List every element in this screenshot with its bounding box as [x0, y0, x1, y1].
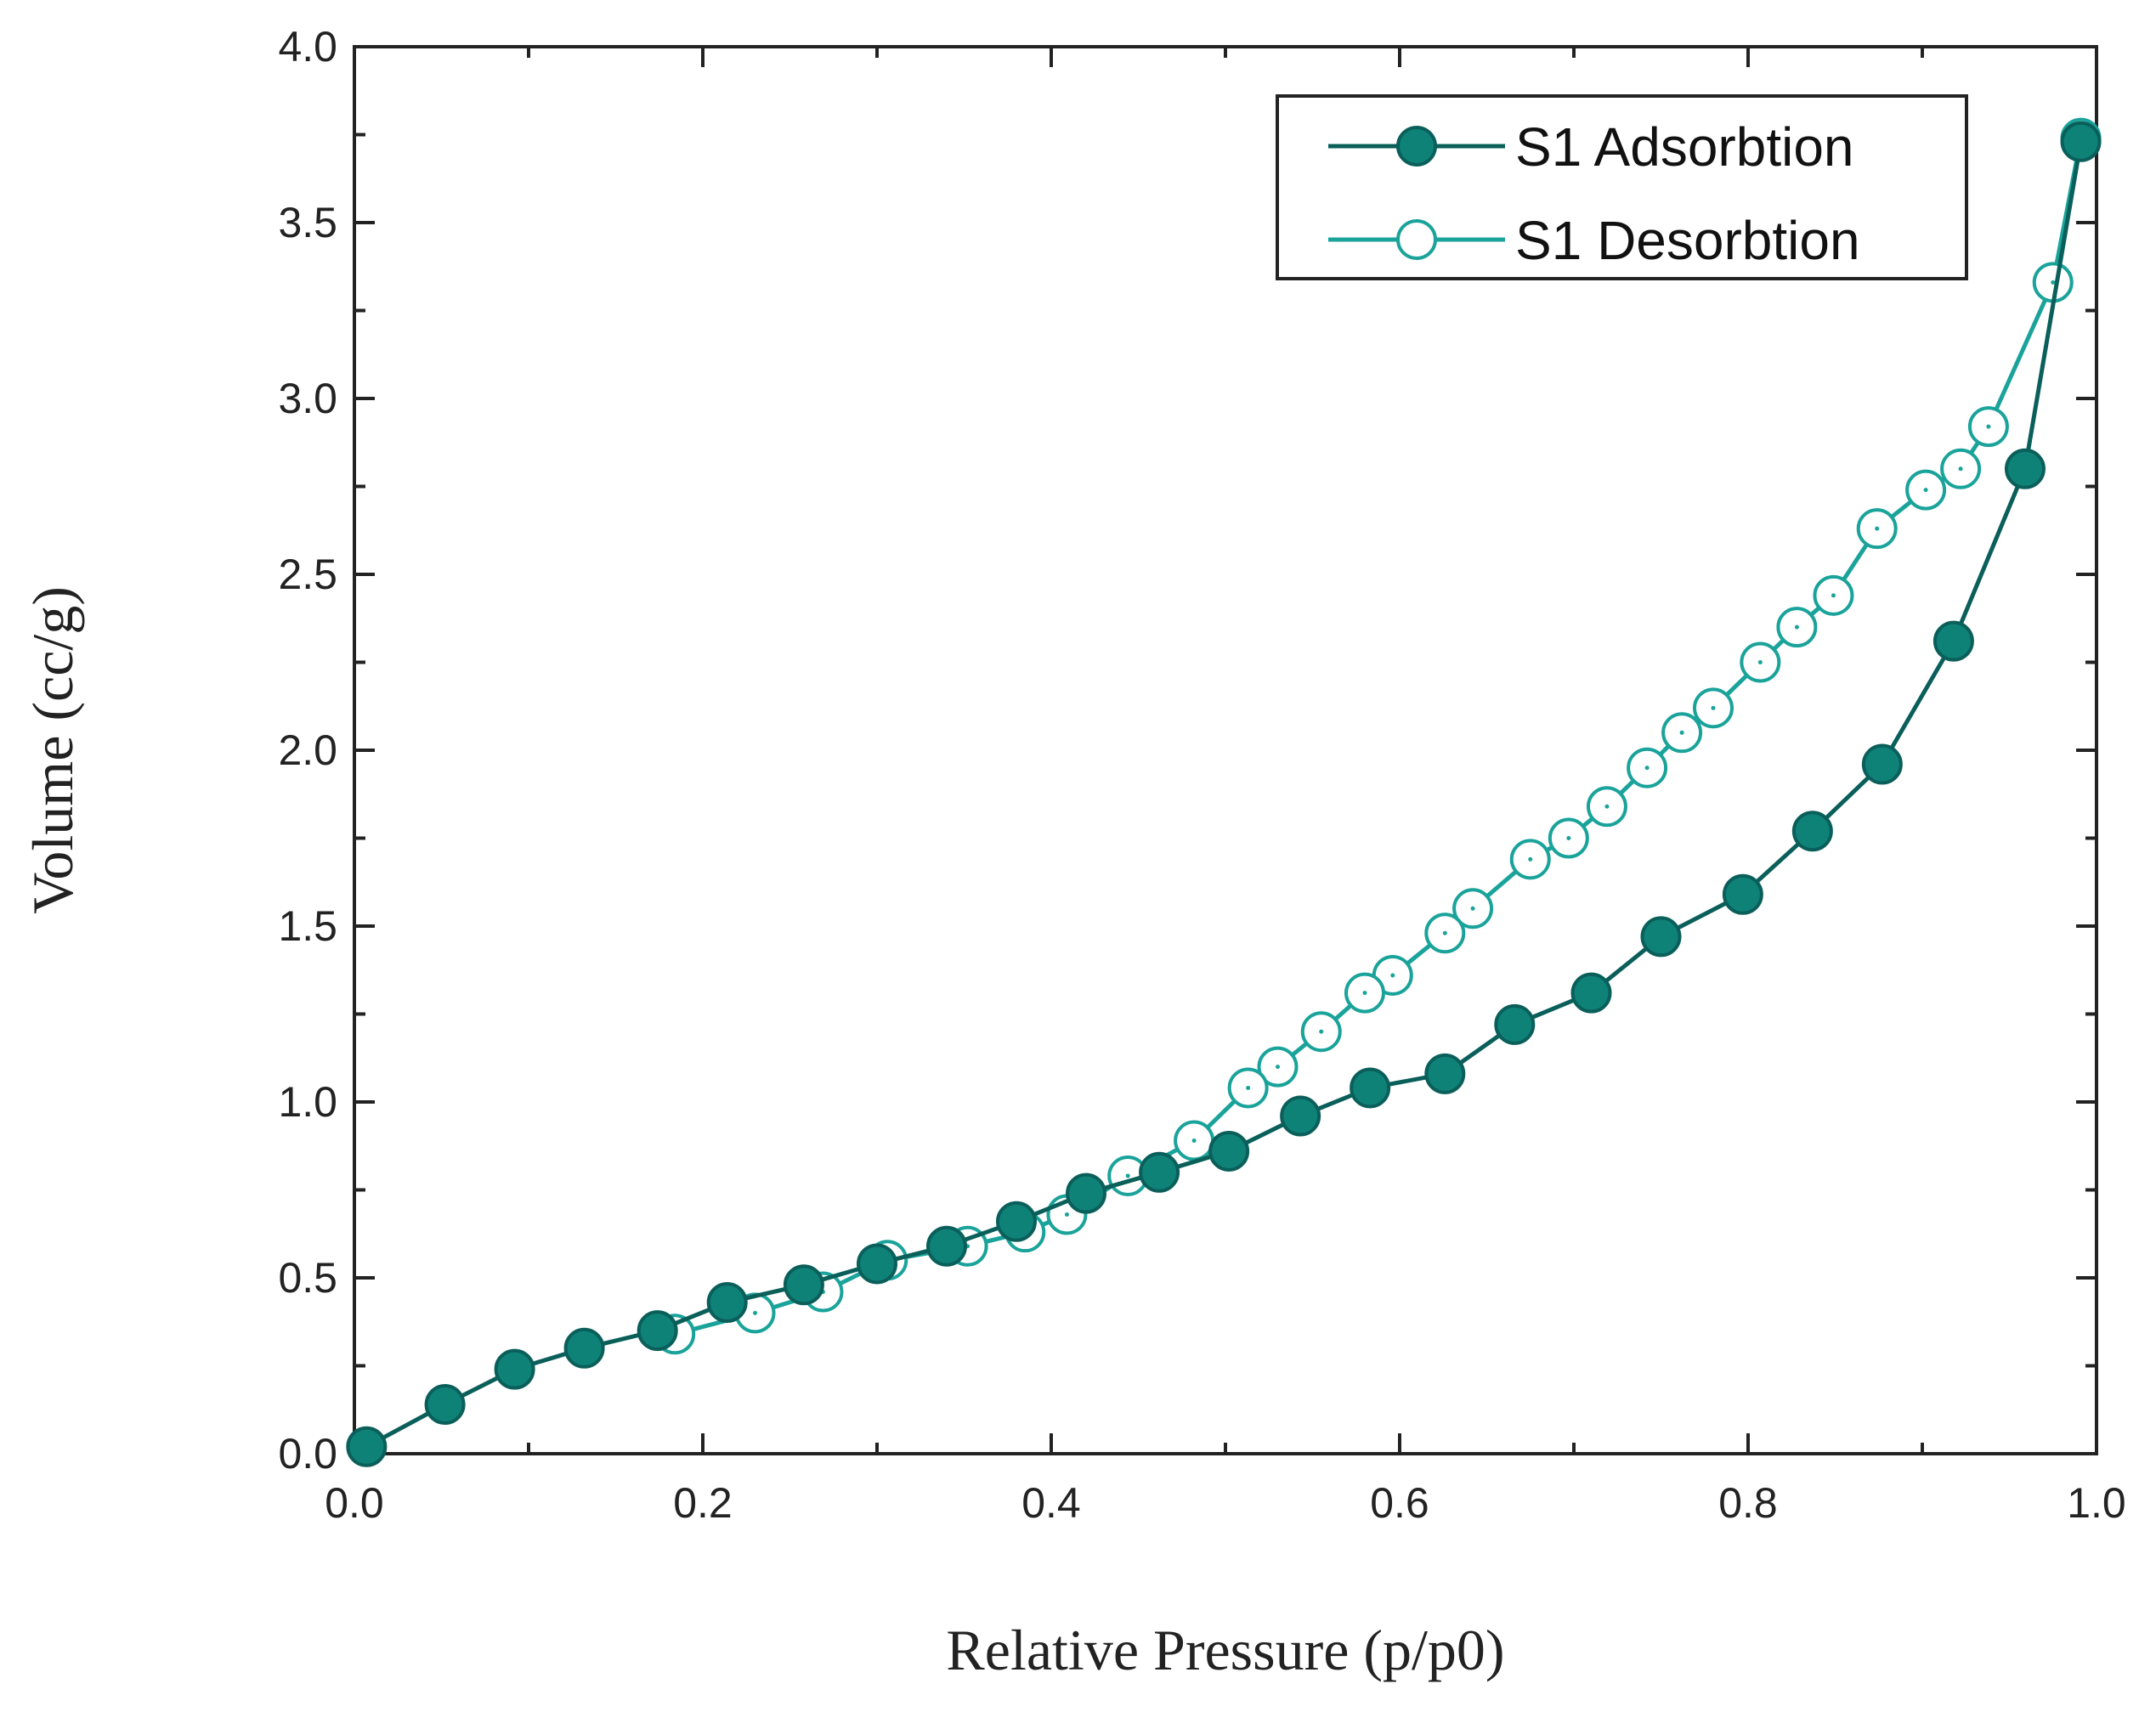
y-tick-label: 0.5: [278, 1254, 337, 1302]
x-tick-label: 1.0: [2067, 1479, 2126, 1527]
y-tick-label: 3.5: [278, 199, 337, 246]
x-tick-label: 0.4: [1021, 1479, 1081, 1527]
data-point-dot-desorption: [1528, 856, 1533, 862]
data-point-adsorption: [1424, 1053, 1466, 1094]
data-point-adsorption: [1932, 620, 1974, 662]
legend-desorption-label: S1 Desorbtion: [1515, 210, 1860, 271]
legend-box: [1276, 94, 1968, 280]
data-point-adsorption: [1494, 1003, 1536, 1045]
y-tick-label: 4.0: [278, 23, 337, 71]
x-tick-label: 0.2: [673, 1479, 733, 1527]
data-point-dot-desorption: [1679, 730, 1684, 735]
data-point-dot-desorption: [1794, 624, 1799, 630]
data-point-dot-desorption: [1757, 660, 1763, 664]
legend-adsorption-marker: [1396, 126, 1437, 167]
x-tick-label: 0.8: [1718, 1479, 1778, 1527]
y-tick-label: 3.0: [278, 375, 337, 422]
data-point-dot-desorption: [1125, 1173, 1130, 1178]
data-point-adsorption: [1791, 811, 1833, 852]
data-point-adsorption: [1722, 873, 1763, 915]
x-tick-label: 0.0: [325, 1479, 384, 1527]
data-point-adsorption: [2060, 121, 2102, 162]
data-point-adsorption: [424, 1384, 466, 1426]
legend-desorption-marker: [1396, 219, 1437, 260]
data-point-adsorption: [926, 1225, 967, 1267]
data-point-dot-desorption: [753, 1310, 757, 1315]
data-point-adsorption: [1350, 1067, 1391, 1109]
data-point-dot-desorption: [1390, 973, 1395, 978]
y-tick-label: 1.0: [278, 1078, 337, 1126]
data-point-adsorption: [494, 1348, 535, 1390]
legend-adsorption-label: S1 Adsorbtion: [1515, 116, 1854, 178]
data-point-dot-desorption: [1276, 1065, 1280, 1070]
data-point-dot-desorption: [1191, 1139, 1197, 1144]
data-point-dot-desorption: [2051, 280, 2056, 285]
data-point-adsorption: [1208, 1130, 1250, 1172]
data-point-dot-desorption: [1319, 1029, 1324, 1034]
data-point-adsorption: [637, 1310, 678, 1352]
data-point-adsorption: [2004, 448, 2046, 489]
data-point-dot-desorption: [1470, 906, 1475, 911]
data-point-dot-desorption: [1831, 593, 1836, 598]
data-point-adsorption: [1139, 1151, 1180, 1193]
data-point-adsorption: [563, 1327, 605, 1369]
series-layer: [346, 117, 2102, 1467]
data-point-adsorption: [346, 1426, 388, 1467]
data-point-adsorption: [1066, 1172, 1106, 1214]
x-tick-label: 0.6: [1370, 1479, 1429, 1527]
data-point-dot-desorption: [1064, 1212, 1069, 1217]
data-point-dot-desorption: [1442, 930, 1447, 935]
data-point-dot-desorption: [1958, 466, 1963, 472]
data-point-adsorption: [1570, 972, 1612, 1014]
data-point-dot-desorption: [1875, 526, 1880, 531]
ticks-layer: 0.0 0.2 0.4 0.6 0.8 1.0 0.0 0.5 1.0 1.5 2.0 2.5 3.0 3…: [278, 23, 2125, 1527]
data-point-adsorption: [706, 1281, 748, 1323]
data-point-dot-desorption: [1604, 804, 1610, 809]
x-axis-title: Relative Pressure (p/p0): [946, 1618, 1504, 1682]
data-point-dot-desorption: [1362, 991, 1367, 996]
y-tick-label: 0.0: [278, 1430, 337, 1478]
data-point-adsorption: [1640, 916, 1682, 958]
data-point-dot-desorption: [1923, 488, 1928, 493]
data-point-adsorption: [1861, 743, 1903, 785]
data-point-adsorption: [857, 1243, 897, 1285]
data-point-adsorption: [996, 1201, 1037, 1242]
y-tick-label: 2.5: [278, 551, 337, 598]
y-tick-label: 1.5: [278, 902, 337, 950]
legend: S1 Adsorbtion S1 Desorbtion: [1276, 94, 1968, 280]
data-point-dot-desorption: [1986, 424, 1991, 429]
plot-frame: [353, 45, 2098, 1455]
data-point-adsorption: [783, 1264, 824, 1306]
y-tick-label: 2.0: [278, 726, 337, 774]
data-point-adsorption: [1280, 1095, 1321, 1137]
y-axis-title: Volume (cc/g): [20, 586, 85, 914]
data-point-dot-desorption: [1566, 836, 1571, 840]
data-point-dot-desorption: [1644, 766, 1650, 771]
data-point-dot-desorption: [1711, 705, 1716, 710]
data-point-dot-desorption: [1246, 1085, 1251, 1090]
